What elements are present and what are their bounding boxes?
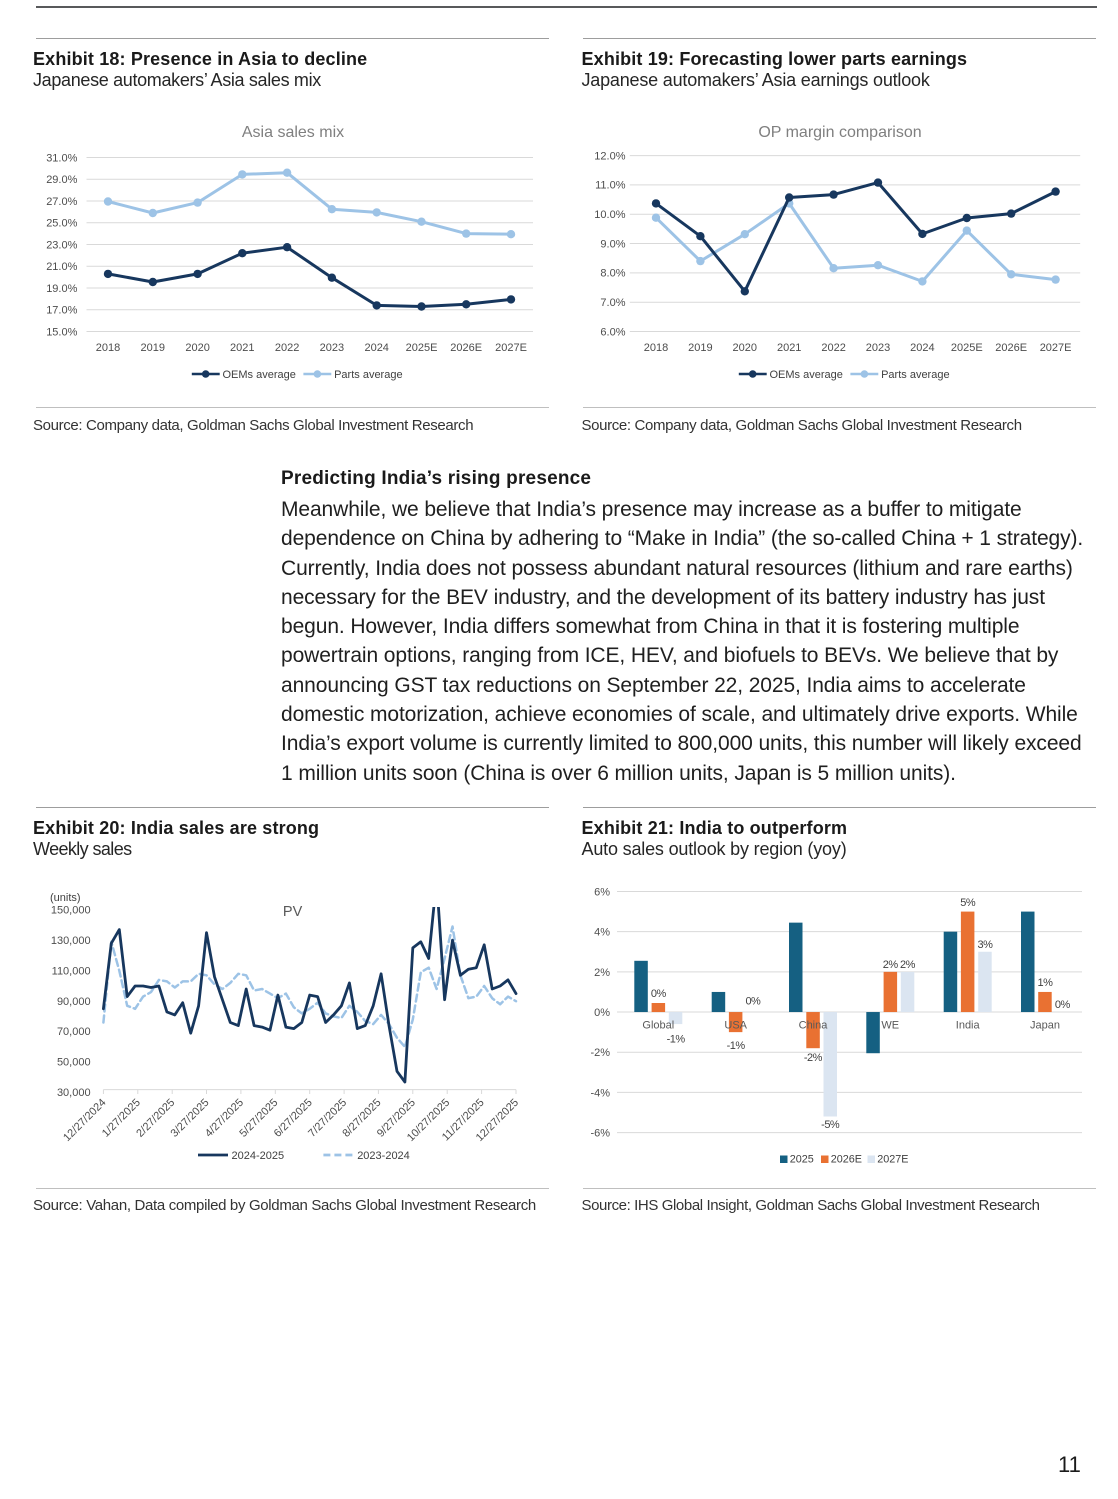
svg-text:0%: 0% [651,988,667,1000]
svg-text:30,000: 30,000 [57,1087,91,1099]
svg-text:India: India [956,1020,981,1032]
svg-text:OEMs average: OEMs average [223,369,296,381]
svg-text:USA: USA [724,1020,747,1032]
svg-text:-2%: -2% [804,1052,823,1064]
svg-text:0%: 0% [745,996,761,1008]
svg-text:7.0%: 7.0% [600,297,625,309]
svg-text:2023: 2023 [866,342,890,354]
svg-text:12.0%: 12.0% [594,150,625,162]
svg-text:2019: 2019 [141,342,165,354]
svg-text:25.0%: 25.0% [46,218,77,230]
svg-text:2023-2024: 2023-2024 [357,1150,410,1162]
svg-text:-2%: -2% [590,1047,610,1059]
svg-text:2027E: 2027E [877,1154,908,1166]
svg-text:-1%: -1% [667,1034,686,1046]
svg-text:2018: 2018 [96,342,120,354]
svg-text:31.0%: 31.0% [46,152,77,164]
svg-text:Global: Global [642,1020,674,1032]
svg-text:2021: 2021 [777,342,801,354]
svg-text:90,000: 90,000 [57,996,91,1008]
svg-text:11.0%: 11.0% [595,180,626,192]
svg-text:2020: 2020 [733,342,757,354]
svg-text:50,000: 50,000 [57,1057,91,1069]
svg-text:19.0%: 19.0% [46,283,77,295]
svg-text:2%: 2% [594,967,610,979]
svg-text:-4%: -4% [590,1087,610,1099]
svg-text:2027E: 2027E [495,342,527,354]
svg-text:27.0%: 27.0% [46,196,77,208]
svg-text:2%: 2% [900,959,916,971]
svg-text:2020: 2020 [185,342,209,354]
svg-text:Parts average: Parts average [334,369,402,381]
svg-text:3%: 3% [978,939,994,951]
svg-text:110,000: 110,000 [52,965,91,977]
svg-text:OEMs average: OEMs average [770,369,843,381]
svg-text:Asia sales mix: Asia sales mix [242,124,344,141]
svg-text:70,000: 70,000 [57,1026,91,1038]
svg-text:2019: 2019 [688,342,712,354]
svg-text:2022: 2022 [275,342,299,354]
svg-text:10.0%: 10.0% [594,209,625,221]
svg-text:6.0%: 6.0% [600,326,625,338]
svg-text:21.0%: 21.0% [46,261,77,273]
svg-text:2025E: 2025E [951,342,983,354]
svg-text:(units): (units) [50,892,81,904]
svg-text:2025: 2025 [790,1154,814,1166]
svg-text:2027E: 2027E [1040,342,1072,354]
svg-text:23.0%: 23.0% [46,239,77,251]
svg-text:China: China [799,1020,829,1032]
svg-text:9.0%: 9.0% [600,238,625,250]
svg-text:-6%: -6% [590,1128,610,1140]
svg-text:2024: 2024 [364,342,388,354]
svg-text:1%: 1% [1038,977,1054,989]
svg-text:130,000: 130,000 [51,935,91,947]
svg-text:WE: WE [881,1020,899,1032]
svg-text:15.0%: 15.0% [46,326,77,338]
svg-text:2024: 2024 [910,342,934,354]
svg-text:0%: 0% [1055,999,1071,1011]
svg-text:2026E: 2026E [995,342,1027,354]
svg-text:17.0%: 17.0% [46,305,77,317]
svg-text:8.0%: 8.0% [600,268,625,280]
svg-text:-5%: -5% [821,1119,840,1131]
svg-text:2018: 2018 [644,342,668,354]
svg-text:29.0%: 29.0% [46,174,77,186]
svg-text:PV: PV [283,904,303,920]
svg-text:0%: 0% [594,1007,610,1019]
svg-text:4%: 4% [594,927,610,939]
svg-text:Japan: Japan [1030,1020,1060,1032]
svg-text:12/27/2024: 12/27/2024 [61,1097,108,1144]
svg-text:2022: 2022 [821,342,845,354]
svg-text:Parts average: Parts average [881,369,949,381]
svg-text:-1%: -1% [727,1040,746,1052]
svg-text:2%: 2% [883,959,899,971]
svg-text:5%: 5% [960,897,976,909]
svg-text:OP margin comparison: OP margin comparison [758,124,921,141]
svg-text:2024-2025: 2024-2025 [232,1150,285,1162]
svg-text:2023: 2023 [320,342,344,354]
svg-text:2026E: 2026E [831,1154,862,1166]
svg-text:2026E: 2026E [450,342,482,354]
svg-text:150,000: 150,000 [51,905,91,917]
svg-text:2021: 2021 [230,342,254,354]
svg-text:6%: 6% [594,887,610,899]
svg-text:2025E: 2025E [406,342,438,354]
